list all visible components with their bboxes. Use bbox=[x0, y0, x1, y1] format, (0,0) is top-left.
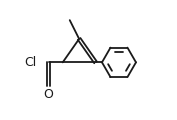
Text: O: O bbox=[44, 88, 54, 101]
Text: Cl: Cl bbox=[24, 56, 36, 69]
